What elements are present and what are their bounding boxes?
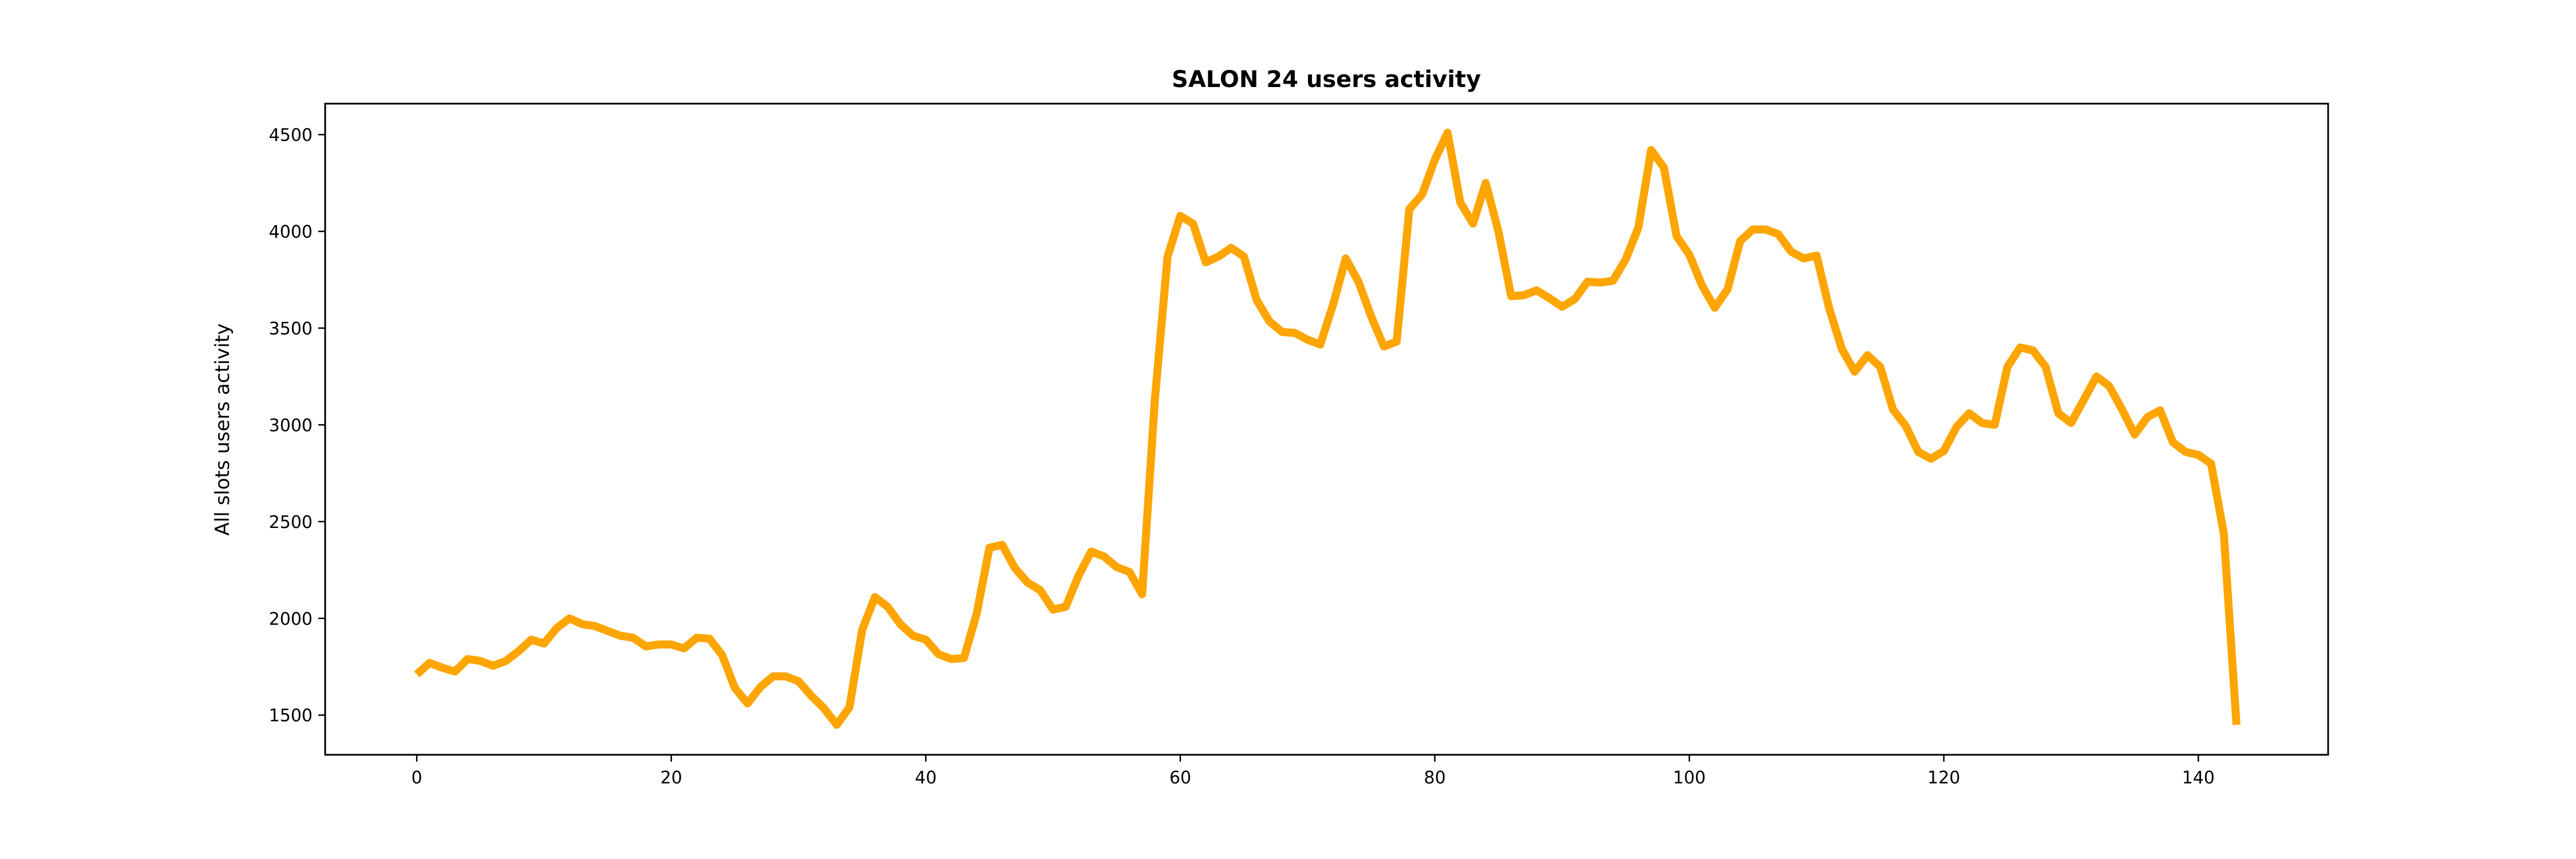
x-tick-label: 140 (2182, 768, 2215, 788)
series-layer (414, 128, 2241, 729)
x-tick-label: 100 (1673, 768, 1705, 788)
y-tick-label: 1500 (269, 706, 313, 726)
y-tick-label: 2500 (269, 513, 313, 533)
x-tick-label: 40 (915, 768, 937, 788)
x-tick-label: 80 (1424, 768, 1445, 788)
series-line-0 (414, 128, 2241, 729)
axes-layer: 0 20 40 60 80 100 120 140 1500 2000 2500 3000 3500 40… (269, 125, 2215, 788)
y-tick-label: 2000 (269, 609, 313, 629)
y-axis-label: All slots users activity (211, 324, 234, 536)
y-tick-label: 3500 (269, 319, 313, 339)
plot-frame (324, 103, 2329, 756)
chart-title: SALON 24 users activity (1172, 66, 1481, 93)
x-tick-label: 0 (412, 768, 422, 788)
y-tick-label: 4500 (269, 125, 313, 145)
y-tick-label: 3000 (269, 416, 313, 436)
y-tick-label: 4000 (269, 222, 313, 242)
x-tick-label: 120 (1927, 768, 1960, 788)
x-tick-label: 20 (661, 768, 682, 788)
x-tick-label: 60 (1170, 768, 1191, 788)
